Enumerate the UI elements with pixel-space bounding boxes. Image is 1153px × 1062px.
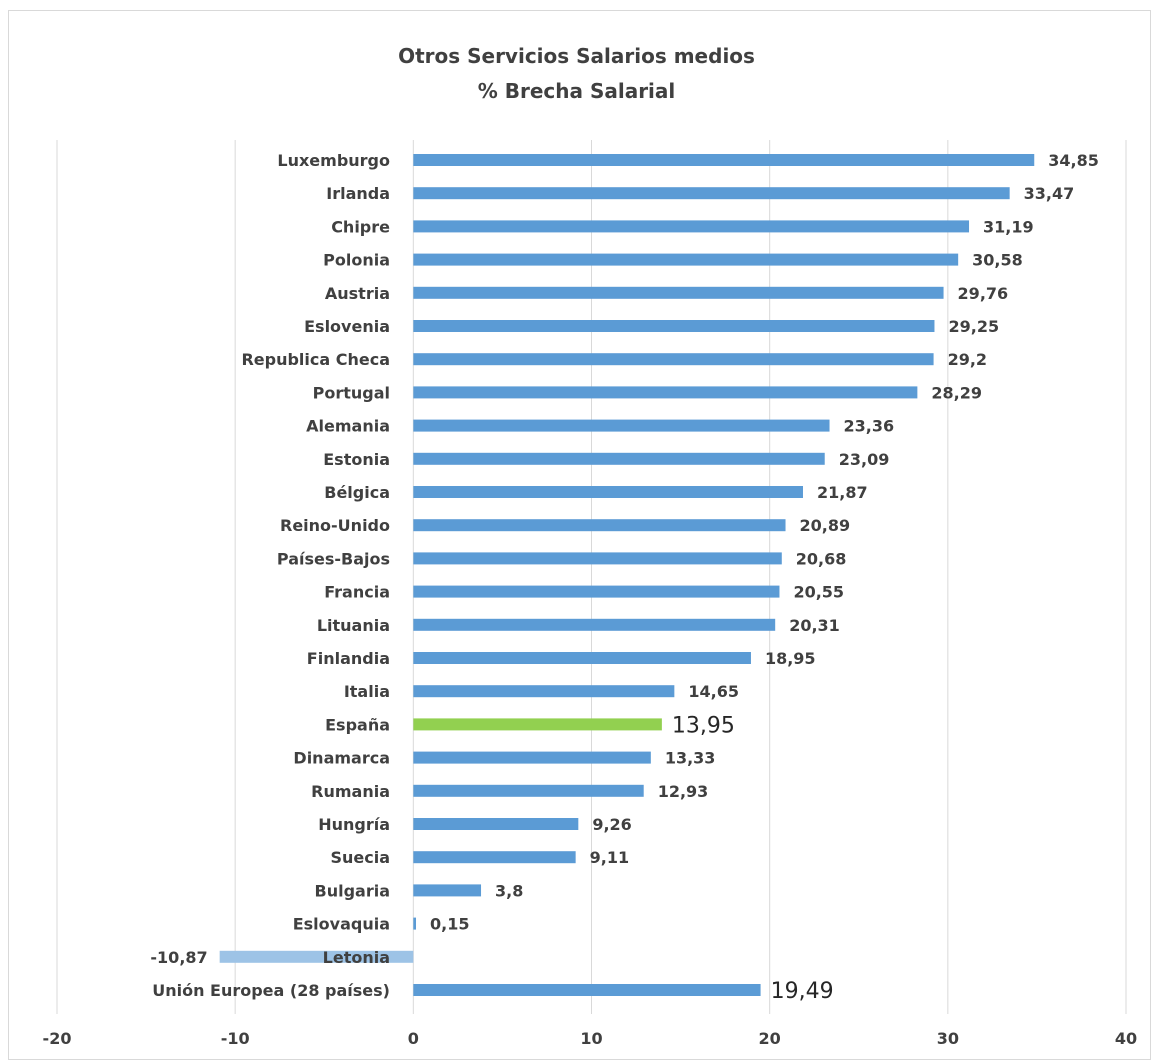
value-label-finlandia: 18,95 bbox=[765, 649, 816, 668]
category-label-irlanda: Irlanda bbox=[326, 184, 390, 203]
category-label-republica-checa: Republica Checa bbox=[241, 350, 390, 369]
category-labels: Luxemburgo Irlanda Chipre Polonia Austria Esl… bbox=[152, 151, 390, 1000]
category-label-belgica: Bélgica bbox=[324, 483, 390, 502]
value-label-chipre: 31,19 bbox=[983, 217, 1034, 236]
value-label-francia: 20,55 bbox=[793, 583, 844, 602]
category-label-austria: Austria bbox=[325, 284, 390, 303]
category-label-luxemburgo: Luxemburgo bbox=[277, 151, 390, 170]
x-tick-label: 30 bbox=[937, 1029, 959, 1048]
bar-eslovaquia bbox=[413, 917, 417, 930]
category-label-hungria: Hungría bbox=[318, 815, 390, 834]
category-label-alemania: Alemania bbox=[306, 417, 390, 436]
bar-union-europea-28-paises bbox=[413, 984, 761, 996]
value-label-alemania: 23,36 bbox=[844, 417, 895, 436]
bar-chipre bbox=[413, 220, 970, 233]
x-tick-label: 0 bbox=[408, 1029, 419, 1048]
category-label-eslovenia: Eslovenia bbox=[304, 317, 390, 336]
bar-eslovenia bbox=[413, 320, 935, 332]
x-tick-label: -20 bbox=[43, 1029, 72, 1048]
bar-paises-bajos bbox=[413, 552, 782, 565]
value-label-lituania: 20,31 bbox=[789, 616, 840, 635]
x-tick-label: 40 bbox=[1115, 1029, 1137, 1048]
value-label-reino-unido: 20,89 bbox=[800, 516, 851, 535]
category-label-paises-bajos: Países-Bajos bbox=[277, 549, 390, 568]
category-label-letonia: Letonia bbox=[323, 948, 390, 967]
x-tick-label: 20 bbox=[759, 1029, 781, 1048]
bar-republica-checa bbox=[413, 353, 934, 366]
value-label-letonia: -10,87 bbox=[150, 948, 207, 967]
value-label-belgica: 21,87 bbox=[817, 483, 868, 502]
value-label-estonia: 23,09 bbox=[839, 450, 890, 469]
value-labels: 34,85 33,47 31,19 30,58 29,76 29,25 29,2 28,29 2… bbox=[150, 151, 1098, 1004]
value-label-luxemburgo: 34,85 bbox=[1048, 151, 1099, 170]
bar-estonia bbox=[413, 452, 825, 465]
value-label-dinamarca: 13,33 bbox=[665, 749, 716, 768]
value-label-republica-checa: 29,2 bbox=[948, 350, 987, 369]
bar-francia bbox=[413, 585, 780, 598]
value-label-italia: 14,65 bbox=[688, 682, 739, 701]
category-label-portugal: Portugal bbox=[313, 383, 390, 402]
bar-austria bbox=[413, 286, 944, 299]
chart-subtitle: % Brecha Salarial bbox=[477, 79, 676, 103]
category-label-finlandia: Finlandia bbox=[307, 649, 390, 668]
value-label-eslovenia: 29,25 bbox=[948, 317, 999, 336]
bar-finlandia bbox=[413, 652, 751, 664]
value-label-austria: 29,76 bbox=[958, 284, 1009, 303]
value-label-portugal: 28,29 bbox=[931, 383, 982, 402]
value-label-hungria: 9,26 bbox=[592, 815, 631, 834]
bar-dinamarca bbox=[413, 751, 651, 764]
bar-letonia bbox=[219, 950, 414, 963]
value-label-paises-bajos: 20,68 bbox=[796, 549, 847, 568]
value-label-bulgaria: 3,8 bbox=[495, 881, 523, 900]
value-label-irlanda: 33,47 bbox=[1024, 184, 1075, 203]
value-label-suecia: 9,11 bbox=[590, 848, 629, 867]
bars bbox=[219, 154, 1035, 996]
category-label-eslovaquia: Eslovaquia bbox=[293, 915, 390, 934]
x-tick-label: 10 bbox=[580, 1029, 602, 1048]
value-label-espana: 13,95 bbox=[672, 713, 735, 738]
category-label-italia: Italia bbox=[344, 682, 390, 701]
value-label-rumania: 12,93 bbox=[658, 782, 709, 801]
x-axis-tick-labels: -20 -10 0 10 20 30 40 bbox=[43, 1029, 1138, 1048]
bar-bulgaria bbox=[413, 884, 482, 897]
bar-suecia bbox=[413, 851, 576, 864]
bar-belgica bbox=[413, 486, 803, 498]
bar-polonia bbox=[413, 253, 959, 266]
value-label-polonia: 30,58 bbox=[972, 251, 1023, 270]
x-tick-label: -10 bbox=[221, 1029, 250, 1048]
bar-espana bbox=[413, 718, 662, 731]
value-label-eslovaquia: 0,15 bbox=[430, 915, 469, 934]
bar-alemania bbox=[413, 419, 830, 432]
bar-portugal bbox=[413, 386, 918, 399]
chart-title: Otros Servicios Salarios medios bbox=[398, 44, 755, 68]
category-label-union-europea-28-paises: Unión Europea (28 países) bbox=[152, 981, 390, 1000]
bar-reino-unido bbox=[413, 519, 786, 532]
category-label-polonia: Polonia bbox=[323, 251, 390, 270]
category-label-francia: Francia bbox=[324, 583, 390, 602]
category-label-rumania: Rumania bbox=[311, 782, 390, 801]
category-label-bulgaria: Bulgaria bbox=[315, 881, 391, 900]
chart-frame bbox=[8, 10, 1151, 1060]
category-label-suecia: Suecia bbox=[330, 848, 390, 867]
category-label-dinamarca: Dinamarca bbox=[293, 749, 390, 768]
bar-italia bbox=[413, 685, 675, 698]
gridlines bbox=[56, 140, 1127, 1014]
category-label-estonia: Estonia bbox=[323, 450, 390, 469]
category-label-espana: España bbox=[325, 715, 390, 734]
category-label-reino-unido: Reino-Unido bbox=[280, 516, 390, 535]
value-label-union-europea-28-paises: 19,49 bbox=[771, 979, 834, 1004]
bar-lituania bbox=[413, 618, 776, 631]
category-label-chipre: Chipre bbox=[331, 217, 390, 236]
category-label-lituania: Lituania bbox=[317, 616, 390, 635]
bar-hungria bbox=[413, 818, 579, 830]
bar-luxemburgo bbox=[413, 154, 1035, 166]
bar-rumania bbox=[413, 784, 644, 797]
bar-irlanda bbox=[413, 187, 1010, 200]
